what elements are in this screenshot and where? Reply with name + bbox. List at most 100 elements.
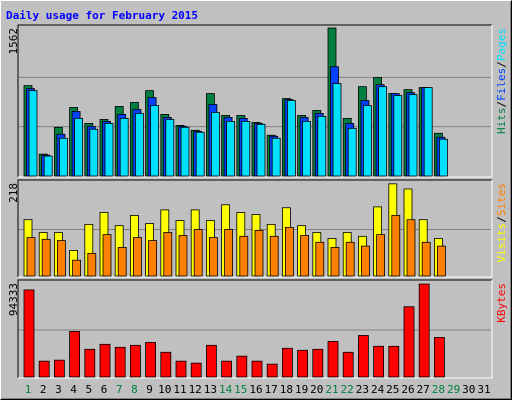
bar: [373, 345, 385, 378]
bar: [74, 117, 83, 177]
bar: [438, 138, 448, 177]
bar: [26, 237, 36, 277]
bar: [180, 126, 190, 177]
x-tick-label: 27: [417, 383, 430, 396]
legend-entry: Sites: [495, 183, 508, 216]
panel-bevel: [18, 25, 493, 178]
bar: [421, 241, 431, 277]
bar: [302, 121, 312, 177]
panel-bevel: [17, 279, 492, 378]
y-tick-label: 218: [7, 183, 20, 203]
bar: [102, 234, 112, 277]
x-tick-label: 8: [131, 383, 138, 396]
bar: [436, 245, 446, 277]
bar: [256, 123, 266, 177]
bar: [297, 349, 309, 378]
bar: [376, 234, 386, 277]
legend-entry: Visits: [495, 223, 508, 263]
x-tick-label: 9: [146, 383, 153, 396]
bar: [165, 119, 175, 177]
x-tick-label: 10: [158, 383, 171, 396]
bar: [271, 137, 281, 177]
x-tick-label: 24: [371, 383, 385, 396]
x-tick-label: 20: [310, 383, 323, 396]
bar: [347, 127, 357, 177]
x-tick-label: 30: [462, 383, 475, 396]
x-tick-label: 1: [25, 383, 32, 396]
bar: [104, 123, 114, 177]
bar: [57, 240, 66, 277]
bar: [266, 363, 278, 378]
bar: [226, 121, 236, 177]
bar: [403, 306, 415, 378]
panel-bevel: [18, 280, 493, 379]
panel-bevel: [17, 24, 492, 177]
bar: [284, 226, 294, 277]
x-tick-label: 4: [70, 383, 77, 396]
bar: [357, 335, 369, 378]
bar: [254, 229, 264, 277]
x-tick-label: 29: [447, 383, 460, 396]
bar: [54, 359, 65, 378]
bar: [239, 235, 249, 277]
bar: [317, 116, 327, 177]
legend: KBytes: [495, 283, 508, 323]
bar: [43, 155, 53, 177]
bar: [345, 241, 355, 277]
bar: [433, 337, 445, 378]
bar: [175, 360, 187, 378]
bar: [236, 355, 248, 378]
bar: [391, 215, 401, 277]
legend-entry: KBytes: [495, 283, 508, 323]
bar: [315, 241, 325, 277]
panel-bevel: [17, 179, 492, 277]
bar: [99, 343, 111, 378]
bar: [221, 360, 233, 378]
x-tick-label: 7: [116, 383, 123, 396]
x-tick-label: 12: [189, 383, 202, 396]
x-tick-label: 3: [55, 383, 62, 396]
bar: [418, 283, 430, 378]
bar: [178, 235, 188, 277]
bar: [150, 105, 160, 177]
bar: [72, 259, 81, 277]
x-tick-label: 21: [325, 383, 338, 396]
bar: [281, 347, 293, 378]
legend: Hits/Files/Pages: [495, 28, 508, 134]
x-tick-label: 17: [265, 383, 278, 396]
bar: [330, 247, 340, 277]
bar: [190, 362, 202, 378]
legend: Visits/Sites: [495, 183, 508, 263]
bar: [28, 90, 38, 177]
x-tick-label: 14: [219, 383, 233, 396]
bar: [251, 360, 263, 378]
bar: [163, 232, 173, 277]
x-tick-label: 19: [295, 383, 308, 396]
bar: [224, 229, 234, 277]
chart-title: Daily usage for February 2015: [6, 9, 198, 22]
bar: [327, 341, 339, 378]
y-tick-label: 1562: [7, 28, 20, 55]
x-tick-label: 13: [204, 383, 217, 396]
bar: [160, 351, 172, 378]
bar: [148, 240, 158, 277]
x-tick-label: 15: [234, 383, 247, 396]
bar: [117, 247, 127, 277]
legend-separator: /: [495, 61, 508, 68]
bar: [423, 87, 433, 177]
bar: [38, 360, 50, 378]
bar: [87, 252, 97, 277]
bar: [360, 245, 370, 277]
legend-separator: /: [495, 216, 508, 223]
bar: [134, 113, 144, 177]
x-tick-label: 6: [101, 383, 108, 396]
bar: [210, 112, 220, 177]
bar: [205, 344, 217, 378]
bar: [208, 237, 218, 277]
bar: [342, 351, 354, 378]
bar: [406, 219, 416, 277]
bar: [129, 344, 141, 378]
